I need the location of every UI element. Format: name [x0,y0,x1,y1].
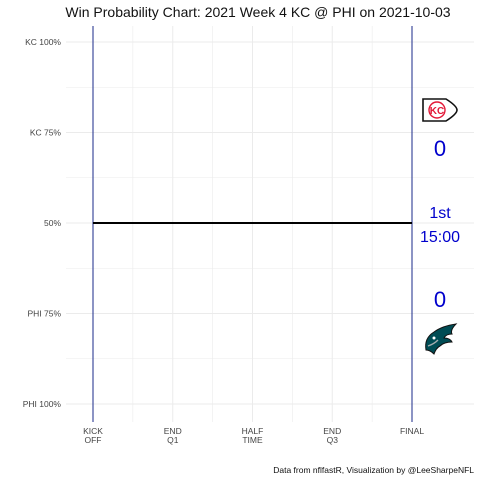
x-tick-label: FINAL [400,426,424,436]
chart-caption: Data from nflfastR, Visualization by @Le… [273,465,474,475]
y-tick-label: PHI 100% [23,399,62,409]
game-clock: 15:00 [420,229,460,246]
x-tick-label: END Q1 [164,426,182,445]
x-tick-label: HALF TIME [242,426,264,445]
home-score: 0 [434,287,446,312]
x-tick-labels: KICK OFF END Q1 HALF TIME END Q3 FINAL [83,426,424,445]
chart-title: Win Probability Chart: 2021 Week 4 KC @ … [65,4,450,20]
y-tick-label: KC 75% [30,128,62,138]
phi-logo-icon [425,323,458,355]
y-tick-label: KC 100% [25,37,61,47]
away-score: 0 [434,136,446,161]
kc-logo-icon: KC [422,98,458,122]
x-tick-label: END Q3 [323,426,341,445]
x-tick-label: KICK OFF [83,426,103,445]
game-quarter: 1st [429,205,451,222]
y-tick-labels: KC 100% KC 75% 50% PHI 75% PHI 100% [23,37,62,409]
y-tick-label: PHI 75% [27,309,61,319]
svg-text:KC: KC [430,106,444,117]
y-tick-label: 50% [44,218,61,228]
